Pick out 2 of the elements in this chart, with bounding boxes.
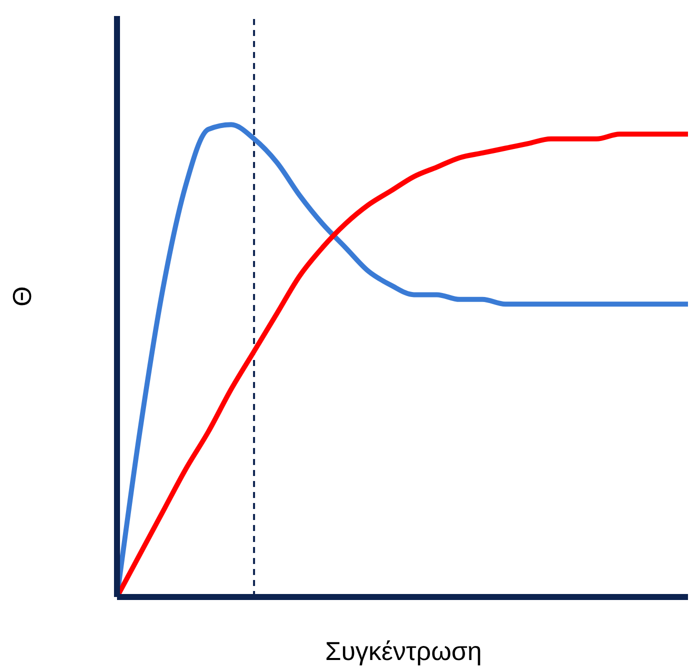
x-axis-title: Συγκέντρωση — [325, 636, 482, 666]
y-axis-title: Θ — [7, 286, 38, 306]
